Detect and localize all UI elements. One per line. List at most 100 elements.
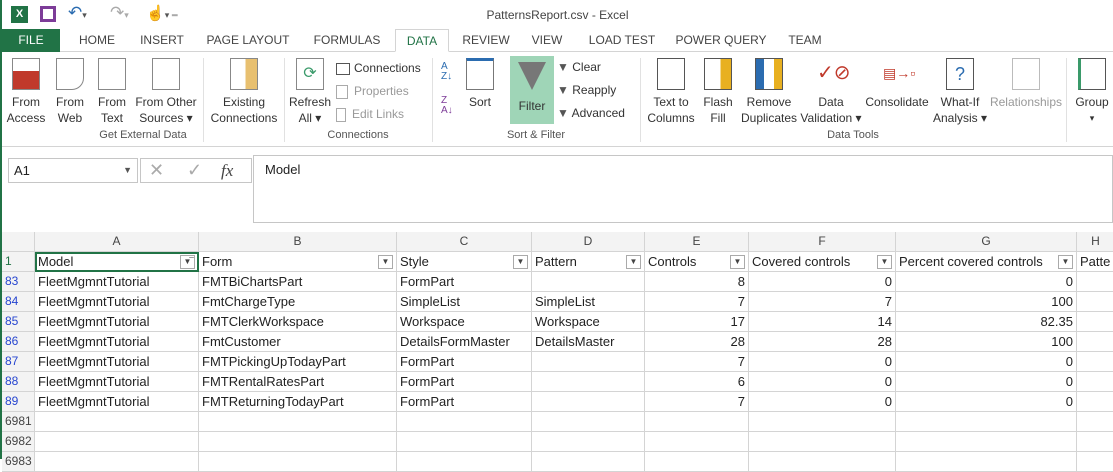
touch-mode-icon[interactable]: ☝▾ xyxy=(146,5,170,22)
table-cell[interactable]: FmtChargeType xyxy=(199,292,397,312)
tab-home[interactable]: HOME xyxy=(79,33,115,47)
table-cell[interactable]: 28 xyxy=(749,332,896,352)
table-cell[interactable]: 82.35 xyxy=(896,312,1077,332)
table-cell[interactable]: 8 xyxy=(645,272,749,292)
header-cell[interactable]: Percent covered controls ▼ xyxy=(896,252,1077,272)
relationships-button[interactable]: Relationships xyxy=(988,54,1064,110)
table-cell[interactable] xyxy=(749,452,896,472)
table-cell[interactable]: FleetMgmntTutorial xyxy=(35,272,199,292)
table-cell[interactable] xyxy=(1077,332,1113,352)
reapply-button[interactable]: ▼ Reapply xyxy=(557,83,617,97)
table-cell[interactable]: 100 xyxy=(896,332,1077,352)
from-access-button[interactable]: From Access xyxy=(6,54,46,126)
row-header[interactable]: 86 xyxy=(2,332,35,352)
table-cell[interactable]: FormPart xyxy=(397,352,532,372)
column-header-D[interactable]: D xyxy=(532,232,645,252)
row-header[interactable]: 88 xyxy=(2,372,35,392)
table-cell[interactable] xyxy=(749,412,896,432)
table-cell[interactable]: SimpleList xyxy=(397,292,532,312)
table-cell[interactable] xyxy=(896,452,1077,472)
column-header-C[interactable]: C xyxy=(397,232,532,252)
header-cell[interactable]: Style ▼ xyxy=(397,252,532,272)
tab-data[interactable]: DATA xyxy=(395,29,449,52)
sort-a-z-button[interactable]: A Z↓ xyxy=(441,61,453,82)
remove-duplicates-button[interactable]: Remove Duplicates xyxy=(738,54,800,126)
table-cell[interactable] xyxy=(1077,292,1113,312)
table-cell[interactable]: FMTPickingUpTodayPart xyxy=(199,352,397,372)
table-cell[interactable]: SimpleList xyxy=(532,292,645,312)
tab-file[interactable]: FILE xyxy=(2,29,60,52)
table-cell[interactable] xyxy=(532,432,645,452)
table-cell[interactable]: FleetMgmntTutorial xyxy=(35,372,199,392)
row-header[interactable]: 6983 xyxy=(2,452,35,472)
table-cell[interactable] xyxy=(532,352,645,372)
table-cell[interactable]: 7 xyxy=(645,392,749,412)
tab-insert[interactable]: INSERT xyxy=(140,33,184,47)
from-other-sources-button[interactable]: From Other Sources ▾ xyxy=(132,54,200,126)
filter-dropdown-icon[interactable]: ▼ xyxy=(730,255,745,269)
table-cell[interactable]: FMTRentalRatesPart xyxy=(199,372,397,392)
table-cell[interactable]: FormPart xyxy=(397,392,532,412)
filter-dropdown-icon[interactable]: ▼ xyxy=(877,255,892,269)
table-cell[interactable]: DetailsMaster xyxy=(532,332,645,352)
formula-input[interactable]: Model xyxy=(253,155,1113,223)
header-cell[interactable]: Model ▼̅ xyxy=(35,252,199,272)
header-cell[interactable]: Patte xyxy=(1077,252,1113,272)
table-cell[interactable]: FleetMgmntTutorial xyxy=(35,352,199,372)
table-cell[interactable] xyxy=(532,272,645,292)
table-cell[interactable]: DetailsFormMaster xyxy=(397,332,532,352)
table-cell[interactable]: 0 xyxy=(896,392,1077,412)
table-cell[interactable] xyxy=(1077,372,1113,392)
table-cell[interactable] xyxy=(199,432,397,452)
refresh-all-button[interactable]: ⟳ Refresh All ▾ xyxy=(288,54,332,126)
table-cell[interactable]: FleetMgmntTutorial xyxy=(35,392,199,412)
table-cell[interactable]: 0 xyxy=(749,372,896,392)
table-cell[interactable] xyxy=(645,412,749,432)
tab-team[interactable]: TEAM xyxy=(788,33,822,47)
table-cell[interactable]: FormPart xyxy=(397,272,532,292)
group-button[interactable]: Group ▾ xyxy=(1070,54,1113,126)
filter-dropdown-icon[interactable]: ▼ xyxy=(513,255,528,269)
filter-dropdown-icon[interactable]: ▼ xyxy=(626,255,641,269)
table-cell[interactable]: 0 xyxy=(896,272,1077,292)
table-cell[interactable]: FMTReturningTodayPart xyxy=(199,392,397,412)
text-to-columns-button[interactable]: Text to Columns xyxy=(642,54,700,126)
table-cell[interactable] xyxy=(749,432,896,452)
cancel-icon[interactable]: ✕ xyxy=(149,160,165,180)
name-box[interactable]: A1 ▼ xyxy=(8,158,138,183)
table-cell[interactable]: Workspace xyxy=(397,312,532,332)
column-header-F[interactable]: F xyxy=(749,232,896,252)
row-header[interactable]: 89 xyxy=(2,392,35,412)
from-text-button[interactable]: From Text xyxy=(92,54,132,126)
table-cell[interactable]: FMTBiChartsPart xyxy=(199,272,397,292)
table-cell[interactable] xyxy=(645,432,749,452)
sort-z-a-button[interactable]: Z A↓ xyxy=(441,95,453,116)
row-header[interactable]: 6981 xyxy=(2,412,35,432)
enter-icon[interactable]: ✓ xyxy=(187,160,203,180)
table-cell[interactable]: FmtCustomer xyxy=(199,332,397,352)
header-cell[interactable]: Covered controls ▼ xyxy=(749,252,896,272)
table-cell[interactable]: 7 xyxy=(645,352,749,372)
table-cell[interactable]: 0 xyxy=(896,372,1077,392)
table-cell[interactable] xyxy=(532,412,645,432)
header-cell[interactable]: Pattern ▼ xyxy=(532,252,645,272)
row-header[interactable]: 1 xyxy=(2,252,35,272)
table-cell[interactable] xyxy=(532,392,645,412)
table-cell[interactable] xyxy=(35,432,199,452)
table-cell[interactable] xyxy=(397,432,532,452)
edit-links-button[interactable]: Edit Links xyxy=(336,104,404,124)
filter-dropdown-icon[interactable]: ▼ xyxy=(1058,255,1073,269)
table-cell[interactable]: FMTClerkWorkspace xyxy=(199,312,397,332)
column-header-E[interactable]: E xyxy=(645,232,749,252)
filter-active-icon[interactable]: ▼̅ xyxy=(180,255,195,269)
row-header[interactable]: 6982 xyxy=(2,432,35,452)
properties-button[interactable]: Properties xyxy=(336,81,409,101)
table-cell[interactable]: Workspace xyxy=(532,312,645,332)
header-cell[interactable]: Controls ▼ xyxy=(645,252,749,272)
table-cell[interactable] xyxy=(532,452,645,472)
filter-button[interactable]: Filter xyxy=(510,56,554,124)
table-cell[interactable] xyxy=(1077,412,1113,432)
row-header[interactable]: 83 xyxy=(2,272,35,292)
table-cell[interactable] xyxy=(1077,312,1113,332)
name-box-dropdown-icon[interactable]: ▼ xyxy=(123,165,132,175)
